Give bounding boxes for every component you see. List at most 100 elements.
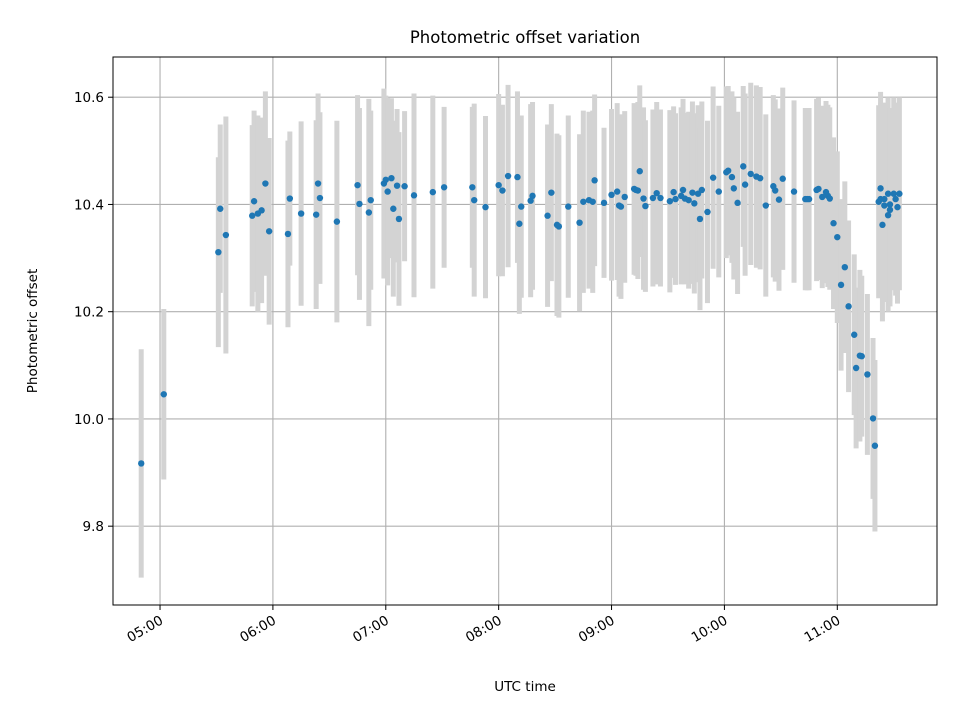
data-point [354, 181, 361, 189]
data-point [881, 202, 888, 209]
data-point [382, 176, 389, 183]
data-point [892, 195, 899, 203]
data-point [886, 201, 894, 208]
data-point [499, 187, 506, 194]
data-point [649, 194, 657, 202]
error-bars [138, 82, 902, 578]
y-tick-label: 10.0 [74, 412, 104, 428]
data-point [886, 206, 894, 214]
data-point [284, 230, 292, 238]
data-point [365, 209, 373, 216]
data-point [249, 212, 256, 219]
data-point [529, 192, 536, 200]
data-point [740, 163, 747, 170]
data-point [881, 195, 888, 203]
data-point [390, 205, 397, 212]
y-tick-label: 9.8 [83, 519, 104, 535]
y-tick-label: 10.2 [74, 305, 104, 321]
data-point [691, 200, 698, 207]
x-tick-label: 09:00 [576, 613, 618, 646]
data-point [617, 203, 625, 210]
data-point [580, 198, 587, 205]
data-point [393, 182, 401, 189]
data-point [297, 210, 305, 217]
x-tick-label: 07:00 [350, 613, 392, 646]
data-point [724, 167, 732, 174]
data-point [877, 185, 884, 192]
data-point [608, 191, 615, 199]
data-point [504, 172, 512, 180]
data-points [138, 163, 903, 467]
data-point [805, 195, 813, 203]
data-point [830, 220, 837, 227]
data-point [429, 188, 437, 196]
data-point [217, 205, 224, 212]
data-point [815, 185, 822, 193]
data-point [762, 202, 770, 209]
data-point [589, 198, 596, 205]
data-point [879, 221, 886, 229]
x-axis-label: UTC time [494, 679, 556, 695]
data-point [634, 187, 642, 194]
data-point [826, 195, 833, 202]
data-point [851, 331, 858, 338]
data-point [160, 391, 167, 398]
data-point [367, 196, 374, 204]
data-point [471, 196, 478, 204]
x-tick-label: 08:00 [463, 613, 505, 646]
data-point [845, 303, 852, 310]
data-point [265, 228, 273, 235]
data-point [286, 195, 294, 202]
data-point [410, 192, 418, 199]
grid-lines [113, 57, 937, 605]
data-point [384, 188, 391, 195]
data-point [613, 188, 621, 195]
data-point [837, 281, 845, 289]
data-point [698, 186, 706, 194]
x-tick-label: 10:00 [689, 613, 731, 646]
data-point [548, 189, 555, 196]
data-point [636, 168, 643, 175]
data-point [222, 231, 230, 239]
data-point [314, 180, 322, 187]
data-point [728, 173, 736, 181]
data-point [666, 198, 674, 205]
y-axis-label: Photometric offset [25, 269, 41, 393]
data-point [262, 180, 269, 187]
data-point [858, 353, 865, 360]
data-point [741, 181, 749, 188]
data-point [356, 200, 363, 208]
data-point [747, 170, 754, 178]
data-point [756, 174, 764, 182]
data-point [896, 190, 903, 197]
data-point [621, 193, 628, 201]
x-tick-label: 06:00 [237, 613, 279, 646]
data-point [704, 208, 711, 216]
chart-title: Photometric offset variation [410, 28, 640, 47]
data-point [527, 197, 534, 204]
data-point [440, 184, 448, 191]
data-point [544, 212, 551, 219]
data-point [482, 203, 489, 211]
data-point [514, 173, 521, 181]
data-point [672, 195, 679, 203]
data-point [894, 203, 901, 211]
data-point [640, 195, 647, 202]
data-point [495, 181, 502, 189]
plot-frame [112, 56, 938, 606]
data-point [790, 188, 798, 195]
data-point [600, 199, 608, 207]
data-point [775, 196, 783, 203]
data-point [591, 177, 598, 184]
data-point [518, 203, 525, 210]
data-point [852, 364, 860, 372]
data-point [555, 223, 563, 230]
data-point [333, 218, 341, 225]
data-point [679, 186, 687, 194]
data-point [730, 185, 738, 192]
data-point [696, 215, 704, 223]
data-point [250, 198, 258, 205]
data-point [689, 189, 696, 196]
x-tick-label: 11:00 [802, 613, 844, 646]
